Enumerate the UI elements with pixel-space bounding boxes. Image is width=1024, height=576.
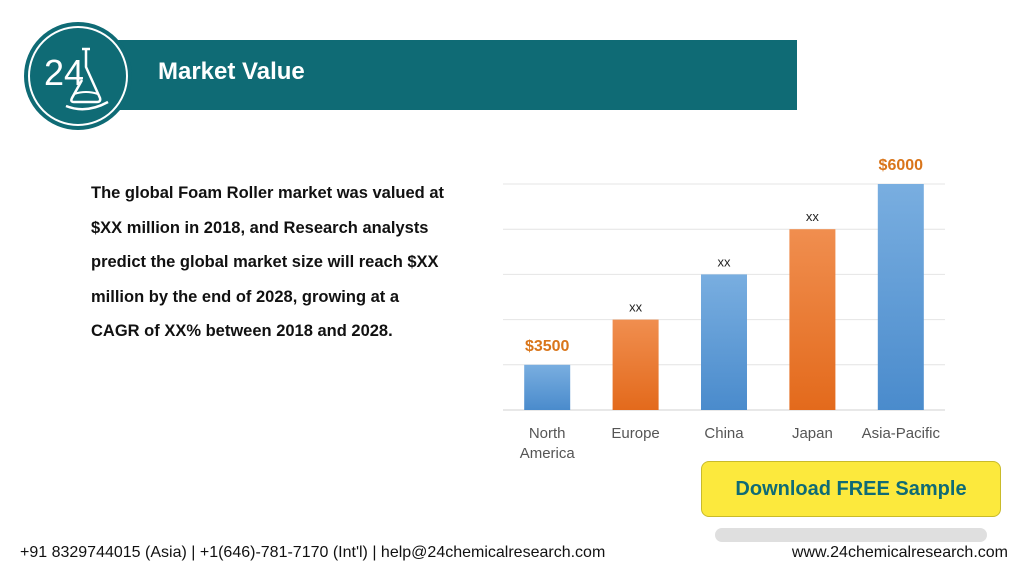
company-logo: 24 <box>24 22 132 130</box>
chart-bar <box>612 319 659 410</box>
x-tick-label: North <box>529 425 566 442</box>
data-label: $6000 <box>879 157 924 174</box>
chart-bar <box>524 364 571 410</box>
logo-ring <box>28 26 128 126</box>
data-label: xx <box>806 209 820 224</box>
x-tick-label: America <box>520 445 576 462</box>
chart-bar <box>701 274 747 410</box>
x-tick-label: Europe <box>611 425 659 442</box>
header-bar <box>92 40 797 110</box>
data-label: $3500 <box>525 338 570 355</box>
data-label: xx <box>629 300 643 315</box>
x-tick-label: Japan <box>792 425 833 442</box>
market-description: The global Foam Roller market was valued… <box>91 184 445 340</box>
button-shadow <box>715 528 987 542</box>
footer-contact: +91 8329744015 (Asia) | +1(646)-781-7170… <box>20 544 606 561</box>
flask-icon: 24 <box>44 47 109 111</box>
page-title: Market Value <box>158 58 305 85</box>
x-tick-label: China <box>704 425 744 442</box>
data-label: xx <box>718 254 732 269</box>
x-tick-label: Asia-Pacific <box>862 425 941 442</box>
chart-bar <box>877 184 924 410</box>
footer-website[interactable]: www.24chemicalresearch.com <box>791 544 1008 561</box>
download-sample-button[interactable]: Download FREE Sample <box>701 461 1001 517</box>
chart-bar <box>789 229 836 410</box>
